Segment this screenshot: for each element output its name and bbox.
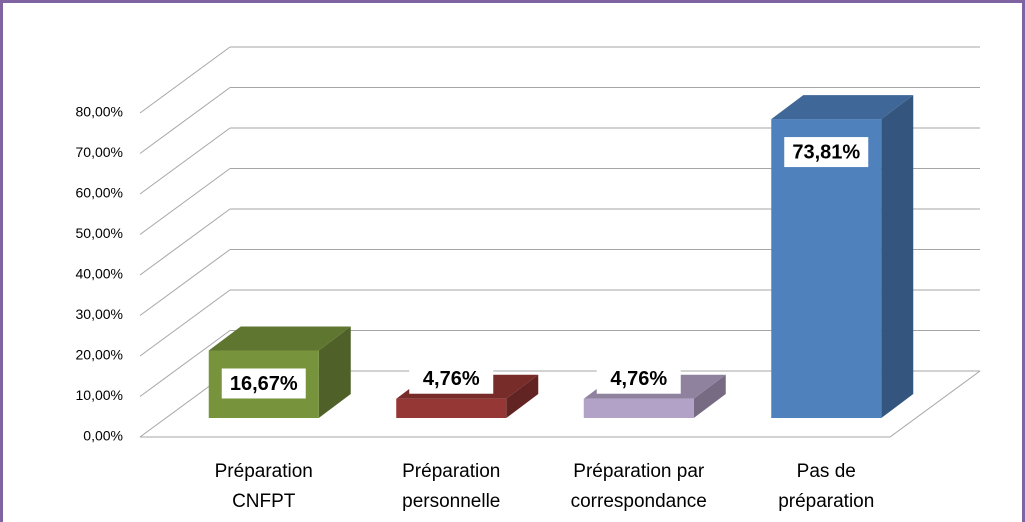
bar-top [208,326,351,351]
grid-line [139,87,231,154]
y-tick-label: 60,00% [76,185,123,201]
x-tick-label: Préparation [402,461,500,482]
bar [583,398,694,418]
bar-top [771,95,914,120]
value-label: 16,67% [230,373,298,395]
y-tick-label: 40,00% [76,266,123,282]
x-tick-label: correspondance [571,491,707,512]
floor [140,370,981,438]
y-tick-label: 50,00% [76,225,123,241]
bar-side [693,374,726,418]
grid-line [139,127,231,195]
y-tick-label: 20,00% [76,347,123,363]
x-tick-label: personnelle [402,491,500,512]
bar-side [506,374,539,418]
x-tick-label: Préparation par [573,461,705,482]
value-label-box [596,363,681,394]
value-label-box [784,137,869,168]
x-tick-label: Préparation [215,461,313,482]
value-label: 4,76% [610,368,667,390]
grid-line [139,249,231,316]
grid-line [139,46,231,114]
y-tick-label: 10,00% [76,387,123,403]
value-label: 4,76% [423,368,480,390]
value-label: 73,81% [792,141,860,163]
x-tick-label: CNFPT [232,491,296,512]
grid-line [139,289,231,357]
bar-side [881,95,914,418]
value-label-box [221,368,306,399]
bar-side [318,326,351,418]
grid-line [139,330,231,397]
bar [396,398,507,418]
grid-line [139,208,231,276]
y-tick-label: 30,00% [76,306,123,322]
value-label-box [409,363,494,394]
x-tick-label: préparation [778,491,874,512]
y-tick-label: 70,00% [76,144,123,160]
bar [771,119,882,418]
y-tick-label: 0,00% [83,428,123,444]
x-tick-label: Pas de [797,461,856,482]
grid-line [139,168,231,235]
y-tick-label: 80,00% [76,104,123,120]
